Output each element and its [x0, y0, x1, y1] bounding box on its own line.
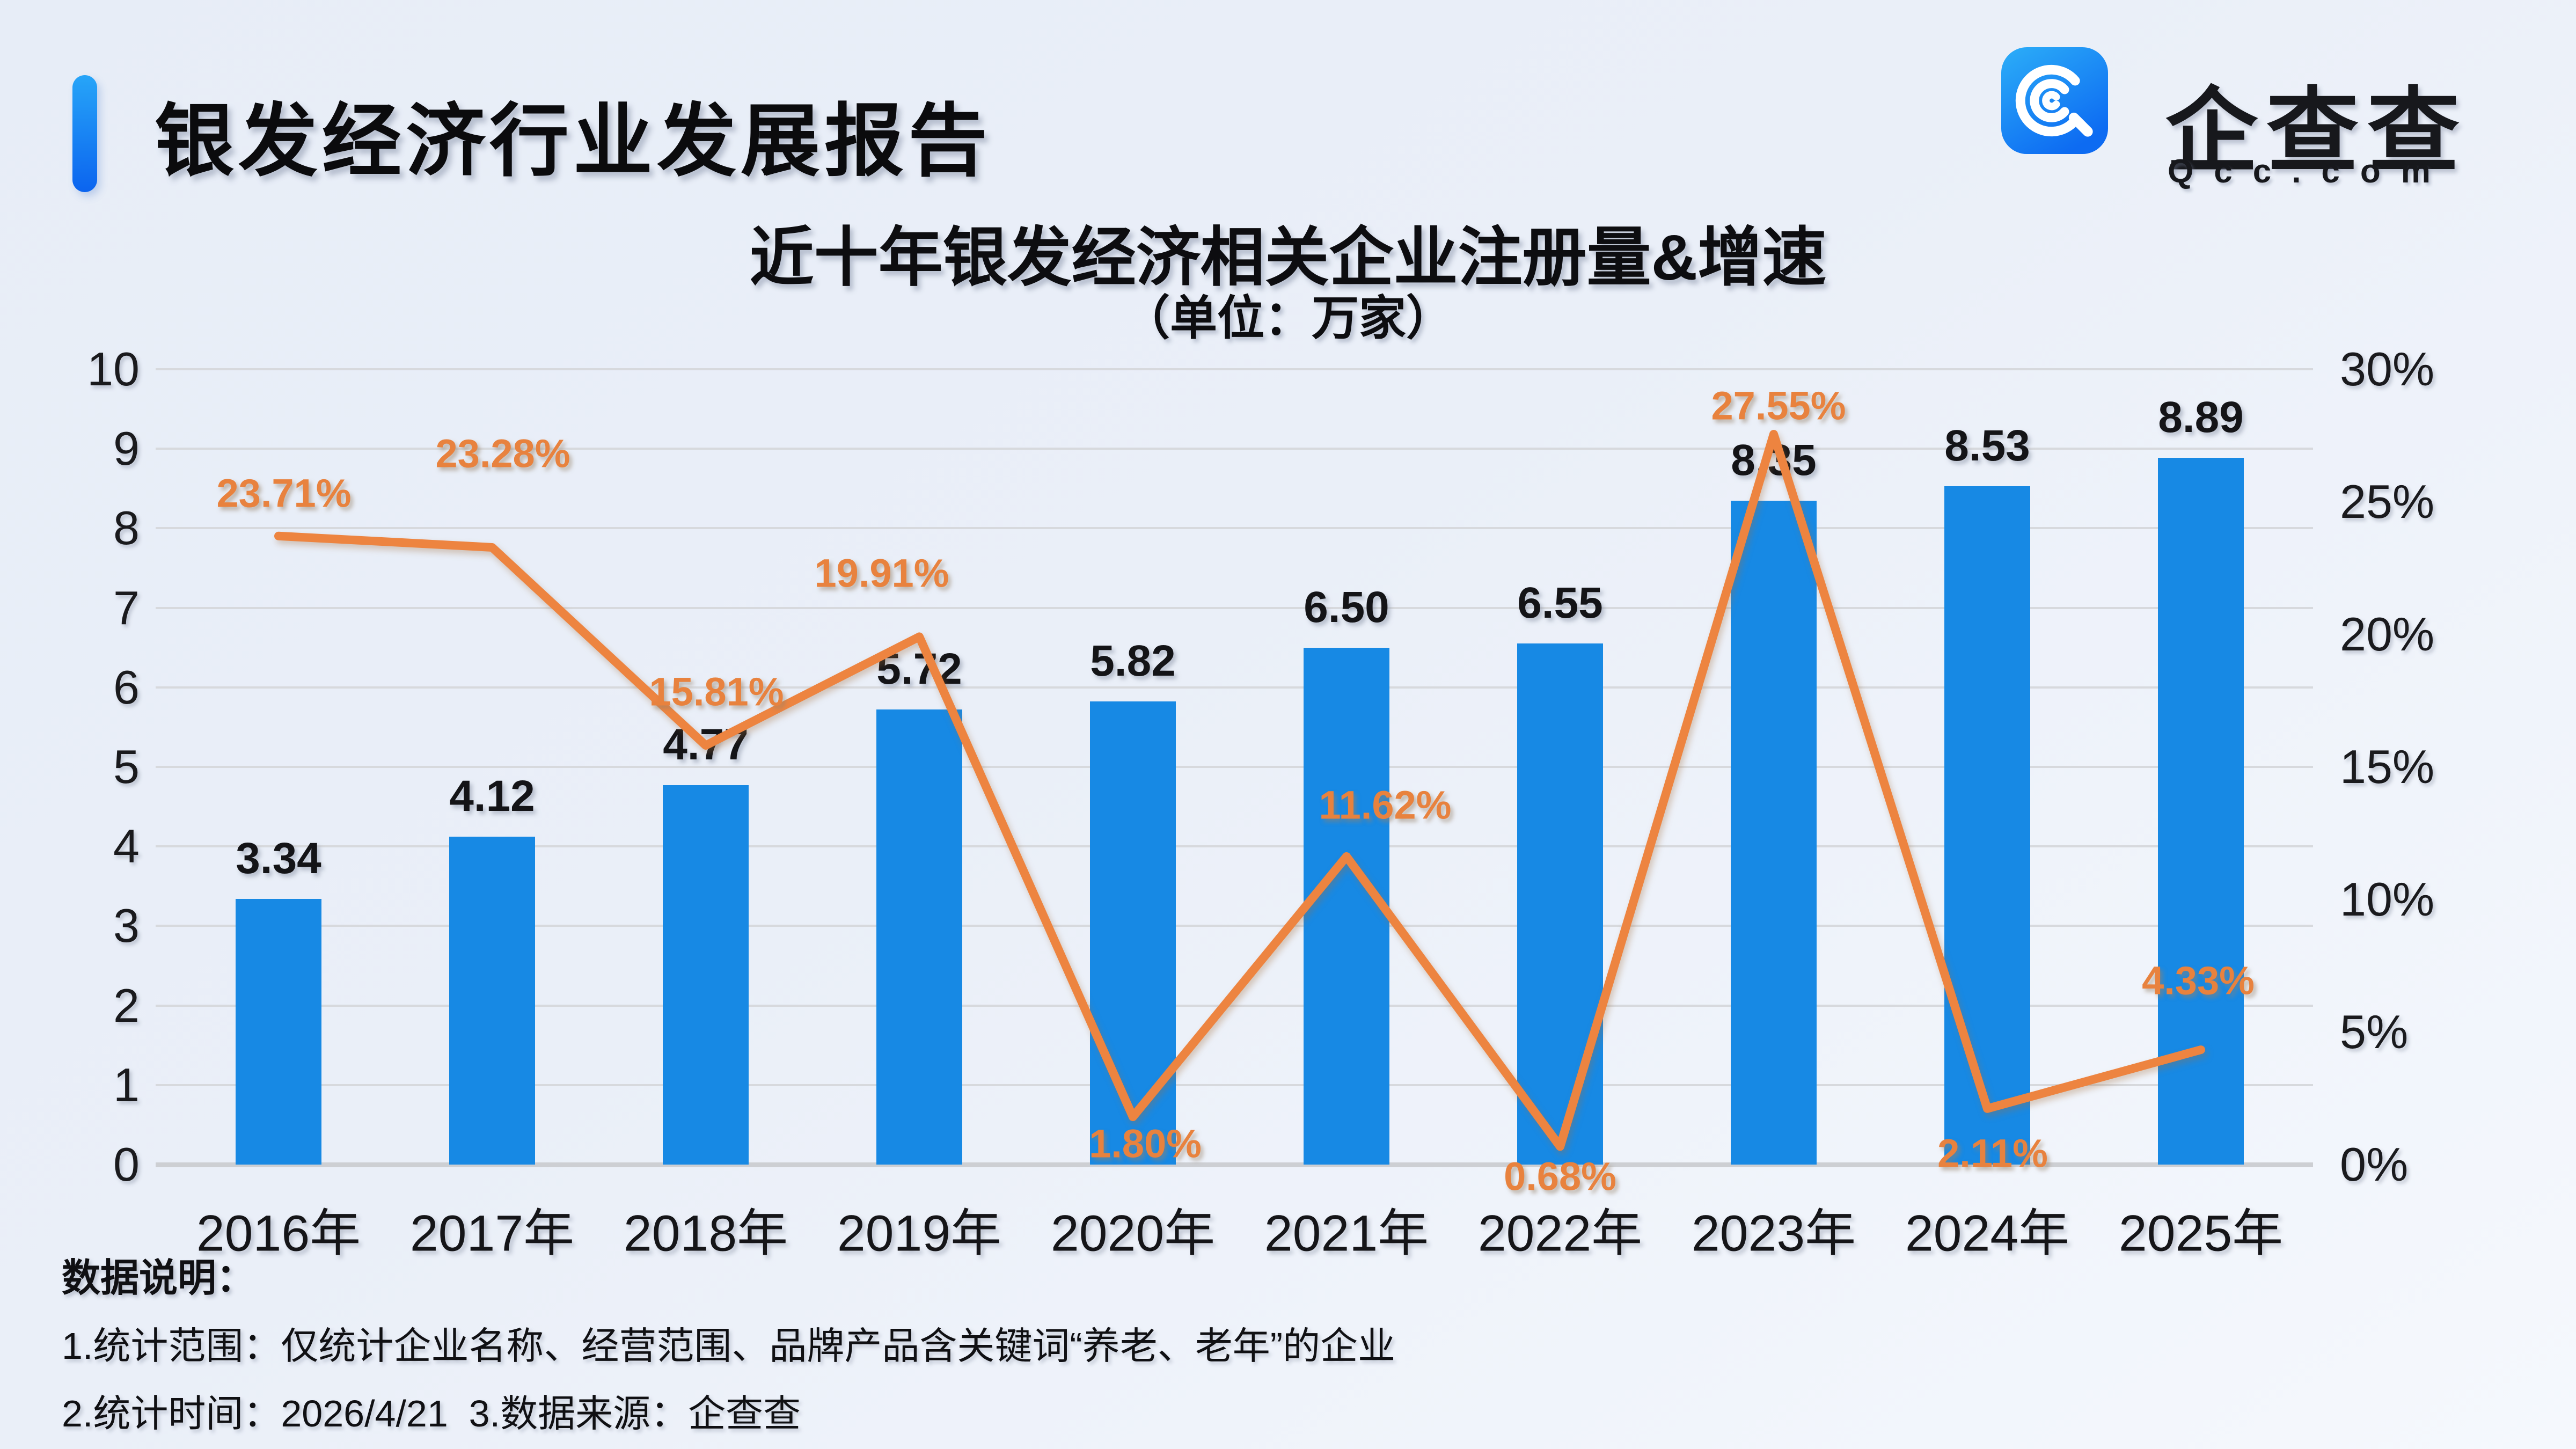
y-axis-tick-left: 0: [113, 1138, 140, 1191]
x-axis-label: 2020年: [1050, 1205, 1216, 1262]
bar: [236, 899, 321, 1165]
y-axis-tick-left: 7: [113, 581, 140, 634]
y-axis-tick-left: 6: [113, 660, 140, 714]
y-axis-tick-right: 25%: [2340, 475, 2435, 528]
y-axis-tick-right: 15%: [2340, 740, 2435, 793]
growth-value-label: 27.55%: [1711, 383, 1846, 428]
chart-subtitle: （单位：万家）: [1122, 291, 1453, 345]
bar-value-label: 8.89: [2158, 392, 2244, 442]
bar: [876, 709, 962, 1165]
growth-value-label: 1.80%: [1089, 1121, 1202, 1166]
bar-value-label: 8.53: [1944, 421, 2030, 470]
qcc-logo-text: 企查查: [2165, 80, 2468, 183]
page-title: 银发经济行业发展报告: [155, 97, 992, 186]
y-axis-tick-right: 20%: [2340, 608, 2435, 661]
bar-value-label: 5.82: [1090, 636, 1176, 686]
growth-value-label: 23.28%: [435, 431, 570, 476]
growth-value-label: 0.68%: [1504, 1154, 1616, 1199]
footer-note-1: 1.统计范围：仅统计企业名称、经营范围、品牌产品含关键词“养老、老年”的企业: [62, 1325, 1395, 1367]
bar: [1731, 500, 1817, 1165]
y-axis-tick-left: 4: [113, 819, 140, 873]
y-axis-tick-right: 10%: [2340, 873, 2435, 926]
x-axis-label: 2021年: [1264, 1205, 1429, 1262]
bar: [1090, 701, 1176, 1165]
x-axis-label: 2025年: [2118, 1205, 2284, 1262]
bar: [2158, 457, 2244, 1165]
baseline: [156, 1162, 2313, 1167]
growth-value-label: 15.81%: [649, 669, 784, 714]
bar: [1517, 643, 1603, 1165]
footer-note-2: 2.统计时间：2026/4/21 3.数据来源：企查查: [62, 1393, 801, 1435]
bar: [663, 785, 749, 1165]
growth-value-label: 4.33%: [2142, 958, 2255, 1003]
bar: [1304, 647, 1389, 1165]
y-axis-tick-left: 3: [113, 899, 140, 953]
bar-value-label: 5.72: [876, 645, 962, 694]
bar-value-label: 6.55: [1517, 579, 1603, 628]
qcc-logo: 企查查 Qcc.com: [2001, 47, 2473, 192]
bar: [1944, 486, 2030, 1165]
x-axis-label: 2016年: [196, 1205, 361, 1262]
growth-line: [274, 430, 2205, 1151]
x-axis-label: 2019年: [837, 1205, 1002, 1262]
bar-value-label: 6.50: [1304, 582, 1389, 632]
bar-value-label: 3.34: [236, 834, 321, 883]
chart-title: 近十年银发经济相关企业注册量&增速: [749, 222, 1827, 294]
bar-value-label: 4.12: [449, 772, 535, 821]
bar-value-label: 8.35: [1731, 435, 1817, 485]
footer-heading: 数据说明：: [62, 1257, 255, 1300]
y-axis-tick-right: 30%: [2340, 342, 2435, 396]
growth-value-label: 11.62%: [1319, 782, 1452, 828]
x-axis-label: 2024年: [1905, 1205, 2070, 1262]
growth-value-label: 2.11%: [1937, 1131, 2048, 1176]
x-axis-label: 2023年: [1691, 1205, 1856, 1262]
y-axis-tick-left: 10: [87, 342, 140, 396]
y-axis-tick-left: 2: [113, 978, 140, 1032]
qcc-logo-icon: [2001, 47, 2108, 154]
x-axis-label: 2017年: [409, 1205, 575, 1262]
y-axis-tick-right: 5%: [2340, 1005, 2409, 1058]
qcc-logo-domain: Qcc.com: [2168, 153, 2451, 190]
y-axis-tick-left: 9: [113, 422, 140, 475]
y-axis-tick-left: 8: [113, 501, 140, 555]
y-axis-tick-left: 5: [113, 740, 140, 793]
gridline: [156, 368, 2313, 370]
growth-value-label: 19.91%: [814, 551, 949, 596]
x-axis-label: 2018年: [623, 1205, 788, 1262]
bar: [449, 837, 535, 1165]
growth-value-label: 23.71%: [216, 471, 352, 516]
y-axis-tick-left: 1: [113, 1058, 140, 1111]
x-axis-label: 2022年: [1477, 1205, 1643, 1262]
bar-value-label: 4.77: [663, 720, 749, 770]
y-axis-tick-right: 0%: [2340, 1138, 2409, 1191]
title-accent-bar: [72, 75, 97, 192]
